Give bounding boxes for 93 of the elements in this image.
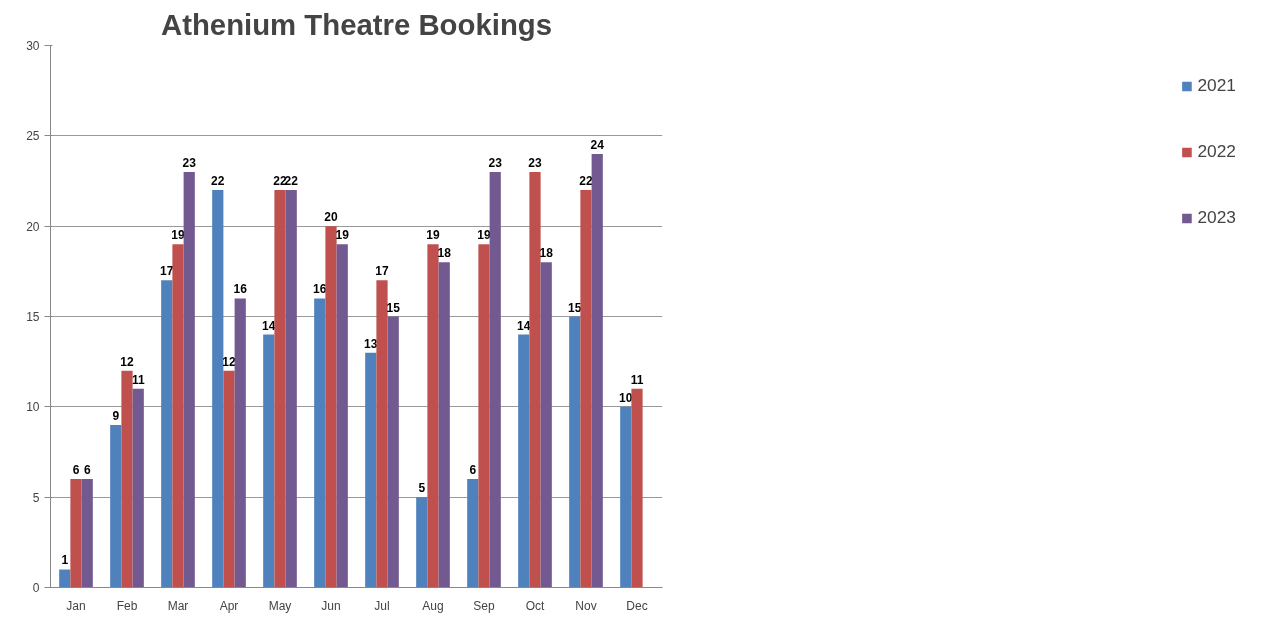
legend-label: 2023	[1197, 207, 1236, 228]
bar	[70, 479, 82, 588]
data-label: 22	[284, 174, 299, 189]
data-label: 18	[437, 246, 452, 261]
legend-label: 2021	[1197, 75, 1236, 96]
x-tick-label: Nov	[575, 598, 597, 613]
data-label: 6	[469, 463, 477, 478]
data-label: 14	[517, 318, 531, 333]
bar	[467, 479, 479, 588]
bar	[438, 262, 450, 588]
bar	[376, 280, 388, 588]
x-tick-label: Feb	[116, 598, 138, 613]
bar	[263, 334, 275, 588]
x-tick-label: Mar	[167, 598, 189, 613]
x-tick-label: Oct	[525, 598, 545, 613]
data-label: 9	[112, 408, 120, 423]
data-label: 16	[313, 282, 327, 297]
data-label: 22	[273, 174, 287, 189]
bar	[518, 334, 530, 588]
data-label: 24	[590, 137, 605, 152]
x-tick-label: Jun	[321, 598, 341, 613]
y-tick-label: 30	[26, 39, 40, 53]
x-tick-label: Aug	[422, 598, 444, 613]
data-label: 10	[619, 390, 633, 405]
bar	[591, 153, 603, 588]
data-label: 20	[324, 210, 338, 225]
x-tick-label: Jan	[66, 598, 86, 613]
bar	[427, 244, 439, 588]
data-label: 14	[262, 318, 276, 333]
data-label: 17	[375, 264, 389, 279]
bar	[540, 262, 552, 588]
bar	[81, 479, 93, 588]
bar	[325, 226, 337, 588]
data-label: 23	[488, 155, 503, 170]
data-label: 13	[364, 336, 378, 351]
data-label: 11	[131, 372, 145, 387]
bar	[336, 244, 348, 588]
bar	[620, 406, 632, 588]
data-label: 23	[182, 155, 197, 170]
y-tick-label: 0	[32, 581, 40, 595]
y-tick-label: 15	[26, 310, 40, 324]
bar	[285, 190, 297, 588]
bar	[132, 388, 144, 588]
bar	[274, 190, 286, 588]
data-label: 19	[335, 228, 350, 243]
data-label: 16	[233, 282, 248, 297]
x-tick-label: Jul	[374, 598, 390, 613]
y-tick-label: 5	[32, 490, 40, 505]
data-label: 23	[528, 155, 542, 170]
bar	[234, 298, 246, 588]
bar	[59, 569, 71, 588]
x-tick-label: Sep	[473, 598, 495, 613]
bar	[110, 424, 122, 588]
y-tick-label: 10	[26, 400, 40, 415]
data-label: 12	[222, 354, 236, 369]
data-label: 12	[120, 354, 134, 369]
data-label: 15	[386, 300, 401, 315]
data-label: 19	[477, 228, 491, 243]
bar	[212, 190, 224, 588]
bar	[416, 497, 428, 588]
bar	[387, 316, 399, 588]
y-tick-label: 20	[26, 219, 40, 234]
data-label: 15	[568, 300, 582, 315]
x-tick-label: Dec	[626, 598, 648, 613]
data-label: 18	[539, 246, 554, 261]
bar	[121, 370, 133, 588]
x-tick-label: May	[268, 598, 292, 613]
data-label: 19	[426, 228, 440, 243]
data-label: 5	[418, 481, 426, 496]
y-tick-label: 25	[26, 129, 40, 144]
data-label: 1	[61, 553, 69, 568]
bar	[569, 316, 581, 588]
bar	[183, 171, 195, 588]
bar	[161, 280, 173, 588]
data-label: 11	[630, 372, 644, 387]
bar	[580, 190, 592, 588]
bar	[529, 171, 541, 588]
data-label: 17	[160, 264, 174, 279]
bar	[314, 298, 326, 588]
data-label: 6	[72, 463, 80, 478]
data-label: 6	[83, 463, 91, 478]
bar	[172, 244, 184, 588]
bar	[631, 388, 643, 588]
bar	[478, 244, 490, 588]
data-label: 22	[211, 174, 225, 189]
bar	[365, 352, 377, 588]
x-tick-label: Apr	[219, 598, 239, 613]
bar	[223, 370, 235, 588]
legend-label: 2022	[1197, 141, 1236, 162]
data-label: 22	[579, 174, 593, 189]
bar	[489, 171, 501, 588]
chart-title: Athenium Theatre Bookings	[160, 7, 553, 41]
data-label: 19	[171, 228, 185, 243]
